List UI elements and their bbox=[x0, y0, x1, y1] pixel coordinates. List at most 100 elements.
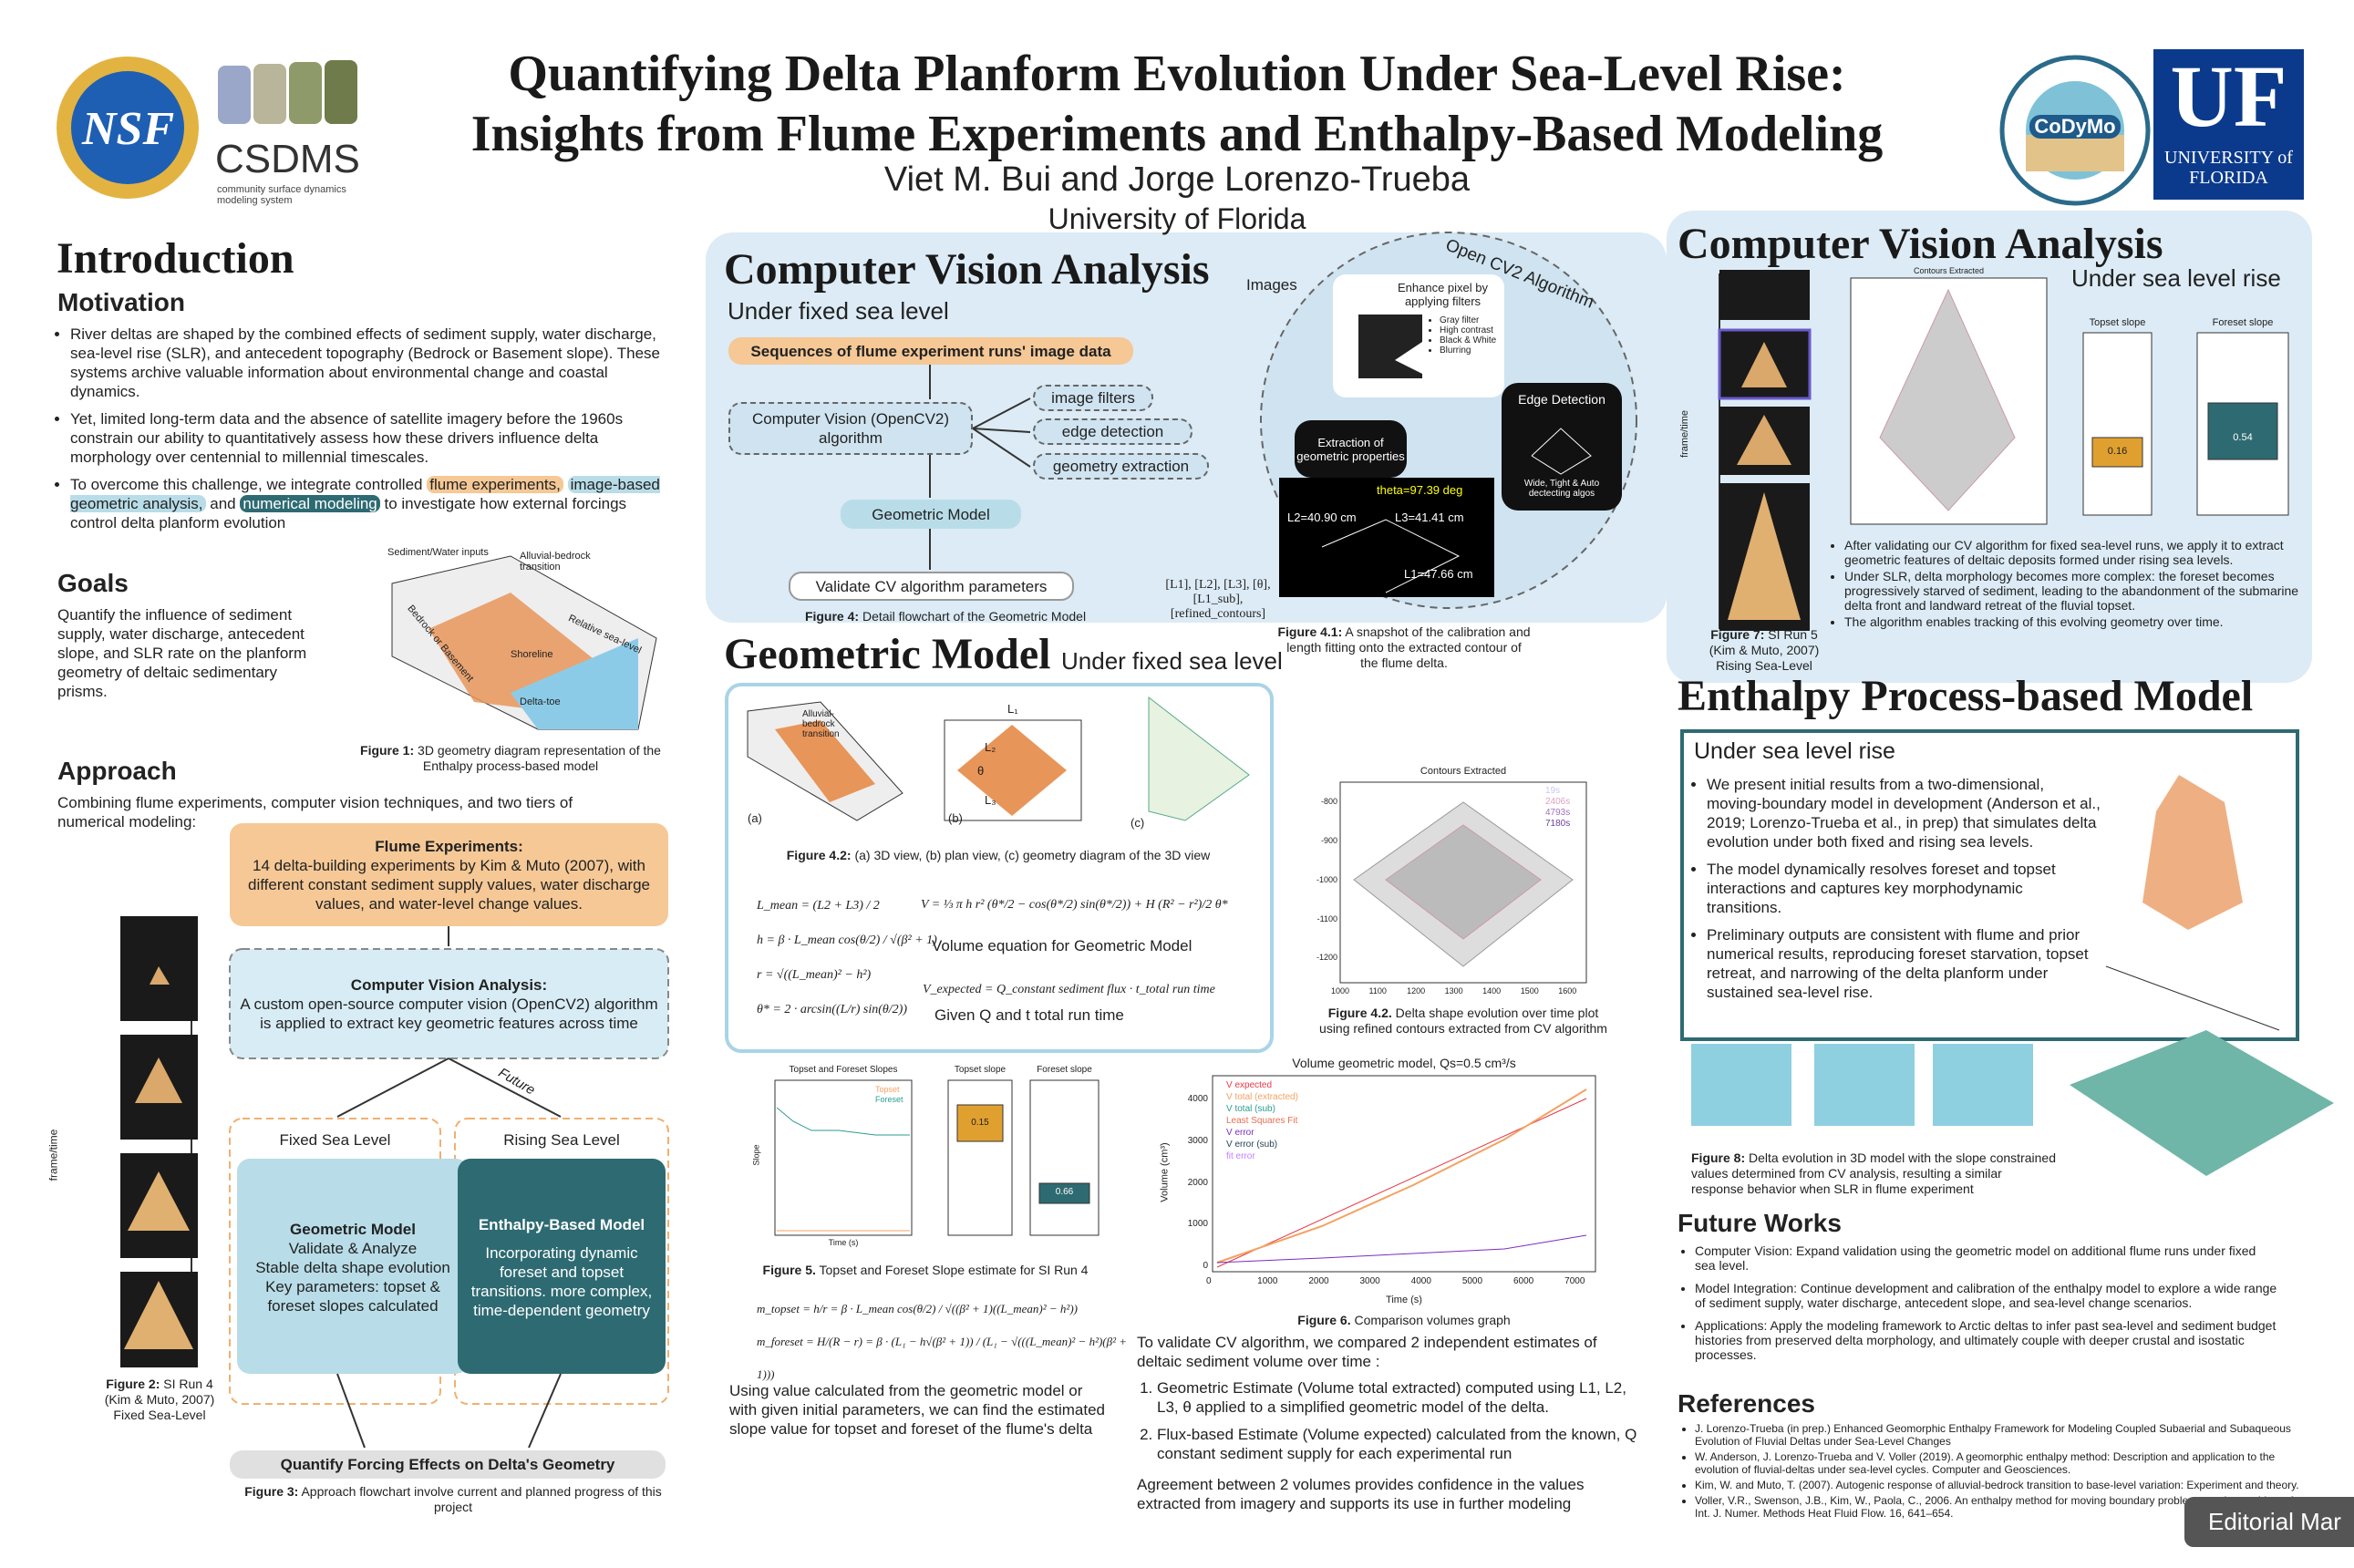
csdms-logo bbox=[325, 60, 357, 124]
box-text: 14 delta-building experiments by Kim & M… bbox=[248, 857, 650, 913]
highlight: flume experiments, bbox=[427, 476, 563, 493]
item: Gray filter bbox=[1440, 315, 1517, 325]
bullet: We present initial results from a two-di… bbox=[1707, 775, 2101, 851]
subheading: Under sea level rise bbox=[1694, 738, 1895, 764]
x-tick-label: 6000 bbox=[1513, 1276, 1534, 1286]
legend-entry: V error bbox=[1226, 1128, 1254, 1138]
geo-box bbox=[237, 1159, 469, 1374]
csdms-text: CSDMS bbox=[215, 137, 360, 181]
caption-text: (Kim & Muto, 2007) bbox=[104, 1392, 215, 1407]
volume-plot bbox=[1216, 1234, 1587, 1264]
heading: Introduction bbox=[57, 234, 294, 283]
median-label: 0.54 bbox=[2233, 432, 2253, 443]
heading: Computer Vision Analysis bbox=[1678, 220, 2163, 268]
figure-label: Sediment/Water inputs bbox=[387, 547, 489, 558]
approach-text: Combining flume experiments, computer vi… bbox=[57, 794, 573, 830]
label: Wide, Tight & Auto dectecting algos bbox=[1523, 479, 1600, 499]
equation-caption: Given Q and t total run time bbox=[934, 1006, 1124, 1024]
x-tick-label: 1000 bbox=[1257, 1276, 1278, 1286]
item: Flux-based Estimate (Volume expected) ca… bbox=[1157, 1425, 1649, 1463]
plot-title: Topset slope bbox=[954, 1065, 1007, 1075]
legend-entry: Foreset bbox=[875, 1095, 903, 1104]
bullet: To overcome this challenge, we integrate… bbox=[70, 475, 663, 532]
cv-box bbox=[229, 948, 669, 1059]
label: L2=40.90 cm bbox=[1287, 511, 1357, 524]
plot-title: Volume geometric model, Qs=0.5 cm³/s bbox=[1292, 1056, 1516, 1070]
caption-text: (a) 3D view, (b) plan view, (c) geometry… bbox=[854, 848, 1211, 862]
x-tick-label: 1400 bbox=[1482, 986, 1502, 995]
item: Blurring bbox=[1440, 346, 1517, 356]
median-label: 0.16 bbox=[2107, 446, 2128, 457]
geometric-box bbox=[725, 683, 1274, 1053]
edge-icon bbox=[1531, 428, 1592, 475]
plot-title: Contours Extracted bbox=[1913, 266, 1985, 275]
box-text: A custom open-source computer vision (Op… bbox=[240, 995, 658, 1032]
motivation-list: River deltas are shaped by the combined … bbox=[57, 325, 663, 541]
bullet: Under SLR, delta morphology becomes more… bbox=[1844, 569, 2305, 613]
label: (b) bbox=[948, 811, 963, 825]
heading: Enthalpy Process-based Model bbox=[1678, 672, 2254, 720]
equation: θ* = 2 · arcsin((L/r) sin(θ/2)) bbox=[757, 1003, 908, 1016]
equation: h = β · L_mean cos(θ/2) / √(β² + 1) bbox=[757, 934, 937, 947]
plot-title: Contours Extracted bbox=[1420, 766, 1507, 777]
axis-label: frame/time bbox=[46, 1129, 60, 1181]
y-tick-label: 4000 bbox=[1187, 1094, 1208, 1105]
reference: Voller, V.R., Swenson, J.B., Kim, W., Pa… bbox=[1695, 1494, 2315, 1520]
legend-entry: V expected bbox=[1226, 1080, 1273, 1090]
node: Validate CV algorithm parameters bbox=[789, 572, 1074, 601]
foreset-boxplot bbox=[1029, 1079, 1100, 1236]
x-tick-label: 1000 bbox=[1331, 986, 1350, 995]
title-line: Insights from Flume Experiments and Enth… bbox=[470, 106, 1884, 162]
snapshot-contour bbox=[1321, 519, 1461, 593]
quantify-text: Quantify Forcing Effects on Delta's Geom… bbox=[280, 1456, 615, 1473]
enthalpy-diagram bbox=[2105, 965, 2280, 1031]
equation: V_expected = Q_constant sediment flux · … bbox=[923, 983, 1215, 996]
reference: Kim, W. and Muto, T. (2007). Autogenic r… bbox=[1695, 1479, 2315, 1491]
item: Black & White bbox=[1440, 335, 1517, 346]
slope-plot bbox=[776, 1107, 910, 1136]
x-tick-label: 1100 bbox=[1368, 986, 1387, 995]
node: image filters bbox=[1033, 385, 1153, 411]
caption-text: A snapshot of the calibration and length… bbox=[1286, 624, 1531, 670]
subheading: Motivation bbox=[57, 288, 185, 316]
flume-content: Flume Experiments: 14 delta-building expe… bbox=[239, 826, 659, 924]
diagram-b bbox=[957, 725, 1067, 816]
highlight: numerical modeling bbox=[240, 495, 380, 512]
bullet: Computer Vision: Expand validation using… bbox=[1695, 1243, 2278, 1273]
reference: J. Lorenzo-Trueba (in prep.) Enhanced Ge… bbox=[1695, 1422, 2315, 1448]
node: geometry extraction bbox=[1033, 453, 1209, 480]
paragraph: Using value calculated from the geometri… bbox=[729, 1382, 1105, 1438]
editorial-button[interactable]: Editorial Mar bbox=[2184, 1497, 2354, 1547]
subheading: Under fixed sea level bbox=[1061, 647, 1283, 675]
reference: W. Anderson, J. Lorenzo-Trueba and V. Vo… bbox=[1695, 1450, 2315, 1476]
uf-logo bbox=[2153, 49, 2304, 200]
extraction-box bbox=[1295, 420, 1407, 478]
node: Computer Vision (OpenCV2) algorithm bbox=[728, 402, 973, 455]
contour-plot bbox=[1385, 824, 1542, 940]
figure5-caption: Figure 5. Topset and Foreset Slope estim… bbox=[743, 1263, 1108, 1278]
nsf-logo bbox=[71, 71, 184, 184]
legend-entry: 4793s bbox=[1545, 808, 1571, 818]
goals-text: Quantify the influence of sediment suppl… bbox=[57, 606, 307, 700]
x-tick-label: 7000 bbox=[1564, 1276, 1585, 1286]
text: To overcome this challenge, we integrate… bbox=[70, 476, 423, 493]
legend: Topset Foreset bbox=[875, 1085, 903, 1105]
quantify-box bbox=[230, 1450, 666, 1479]
x-tick-label: 1500 bbox=[1520, 986, 1539, 995]
snapshot bbox=[1279, 478, 1494, 597]
bullet: Preliminary outputs are consistent with … bbox=[1707, 925, 2101, 1002]
legend-entry: 7180s bbox=[1545, 819, 1571, 829]
subheading: Under sea level rise bbox=[2071, 264, 2281, 292]
slope-plot bbox=[774, 1079, 913, 1236]
rising-box bbox=[454, 1118, 669, 1405]
geo-content: Geometric Model Validate & Analyze Stable … bbox=[246, 1176, 459, 1358]
title: Quantifying Delta Planform Evolution Und… bbox=[0, 44, 2354, 164]
rising-list: After validating our CV algorithm for fi… bbox=[1832, 538, 2305, 631]
figure-label: Shoreline bbox=[511, 649, 553, 660]
plot-title: Topset slope bbox=[2089, 317, 2146, 328]
figure2-photos bbox=[120, 916, 198, 1367]
figure41-caption: Figure 4.1: A snapshot of the calibratio… bbox=[1276, 624, 1532, 671]
axis-label: Time (s) bbox=[1386, 1295, 1422, 1305]
topset-boxplot-rising bbox=[2091, 437, 2143, 468]
